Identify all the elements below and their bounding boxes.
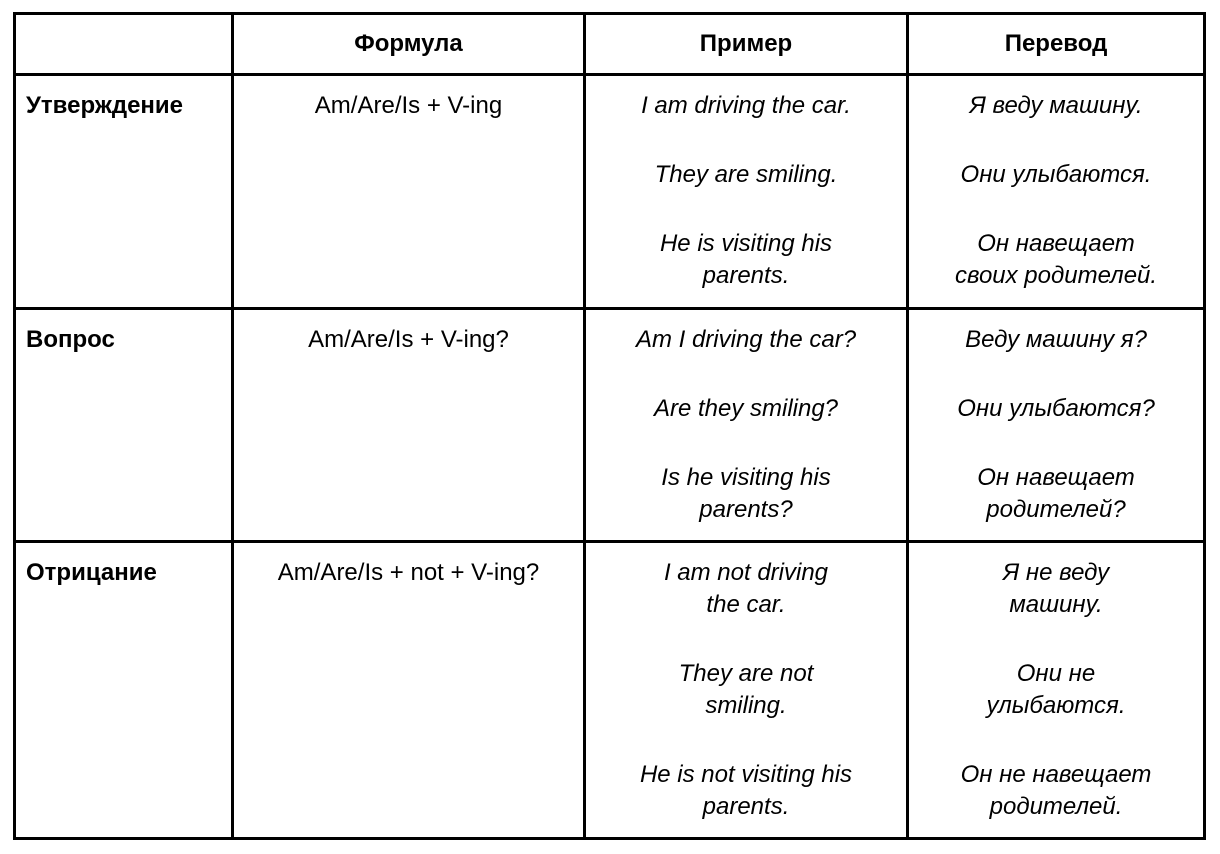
example-sentence: I am driving the car. — [641, 92, 851, 119]
example-sentence: They are smiling. — [654, 161, 838, 188]
translations-affirmative: Я веду машину. Они улыбаются. Он навещае… — [906, 73, 1206, 310]
translation-sentence: Веду машину я? — [965, 326, 1147, 353]
example-sentence: Am I driving the car? — [635, 326, 857, 353]
example-sentence: He is not visiting his parents. — [639, 761, 853, 820]
translation-sentence: Он навещает родителей? — [977, 464, 1135, 523]
formula-affirmative: Am/Are/Is + V-ing — [231, 73, 586, 310]
header-row: Формула Пример Перевод — [13, 12, 1206, 76]
present-continuous-table: Формула Пример Перевод Утверждение Am/Ar… — [13, 12, 1206, 840]
example-sentence: He is visiting his parents. — [659, 230, 833, 289]
example-sentence: Is he visiting his parents? — [661, 464, 831, 523]
row-label-affirmative: Утверждение — [13, 73, 234, 310]
formula-negative: Am/Are/Is + not + V-ing? — [231, 540, 586, 840]
header-example: Пример — [583, 12, 909, 76]
header-translation: Перевод — [906, 12, 1206, 76]
table-row-negative: Отрицание Am/Are/Is + not + V-ing? I am … — [13, 540, 1206, 840]
translations-negative: Я не веду машину. Они не улыбаются. Он н… — [906, 540, 1206, 840]
translation-sentence: Я не веду машину. — [1002, 559, 1110, 618]
formula-question: Am/Are/Is + V-ing? — [231, 307, 586, 543]
translation-sentence: Они улыбаются. — [960, 161, 1152, 188]
translation-sentence: Он навещает своих родителей. — [954, 230, 1158, 289]
example-sentence: I am not driving the car. — [663, 559, 829, 618]
header-formula: Формула — [231, 12, 586, 76]
examples-affirmative: I am driving the car. They are smiling. … — [583, 73, 909, 310]
row-label-negative: Отрицание — [13, 540, 234, 840]
example-sentence: Are they smiling? — [653, 395, 839, 422]
translation-sentence: Он не навещает родителей. — [960, 761, 1152, 820]
translations-question: Веду машину я? Они улыбаются? Он навещае… — [906, 307, 1206, 543]
table-row-affirmative: Утверждение Am/Are/Is + V-ing I am drivi… — [13, 73, 1206, 310]
translation-sentence: Они улыбаются? — [957, 395, 1155, 422]
table-row-question: Вопрос Am/Are/Is + V-ing? Am I driving t… — [13, 307, 1206, 543]
row-label-question: Вопрос — [13, 307, 234, 543]
translation-sentence: Они не улыбаются. — [986, 660, 1126, 719]
examples-negative: I am not driving the car. They are not s… — [583, 540, 909, 840]
examples-question: Am I driving the car? Are they smiling? … — [583, 307, 909, 543]
header-corner-cell — [13, 12, 234, 76]
translation-sentence: Я веду машину. — [969, 92, 1143, 119]
example-sentence: They are not smiling. — [678, 660, 814, 719]
